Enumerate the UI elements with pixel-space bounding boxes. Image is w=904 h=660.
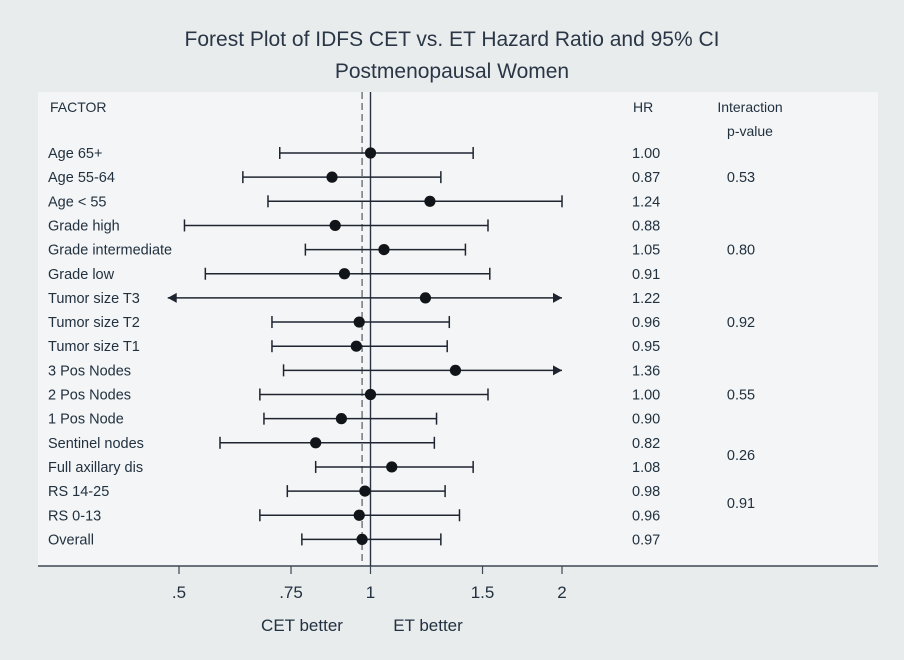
hr-value: 0.91 xyxy=(632,267,660,283)
factor-label: 1 Pos Node xyxy=(48,412,124,428)
factor-label: Age 65+ xyxy=(48,146,102,162)
factor-label: 2 Pos Nodes xyxy=(48,388,131,404)
hr-value: 1.00 xyxy=(632,388,660,404)
factor-label: 3 Pos Nodes xyxy=(48,363,131,379)
hr-value: 0.96 xyxy=(632,508,660,524)
hr-point xyxy=(386,461,398,473)
factor-label: Grade low xyxy=(48,267,115,283)
hr-value: 0.82 xyxy=(632,436,660,452)
x-tick-label: 2 xyxy=(557,583,566,602)
factor-label: Tumor size T2 xyxy=(48,315,140,331)
hr-point xyxy=(353,509,365,521)
hr-point xyxy=(419,292,432,304)
hr-point xyxy=(335,413,347,425)
hr-point xyxy=(364,388,377,401)
header-factor: FACTOR xyxy=(50,99,107,115)
hr-value: 0.97 xyxy=(632,532,660,548)
hr-value: 1.00 xyxy=(632,146,660,162)
hr-point xyxy=(378,244,390,256)
interaction-p-value: 0.26 xyxy=(727,448,755,464)
hr-point xyxy=(353,316,365,328)
hr-value: 0.90 xyxy=(632,412,660,428)
ci-arrow-left xyxy=(167,292,177,303)
hr-value: 1.05 xyxy=(632,243,660,259)
header-interaction: Interaction xyxy=(717,99,782,115)
factor-label: Age 55-64 xyxy=(48,170,115,186)
hr-point xyxy=(350,340,362,352)
ci-arrow-right xyxy=(553,365,562,376)
factor-label: Sentinel nodes xyxy=(48,436,144,452)
factor-label: Full axillary dis xyxy=(48,460,143,476)
interaction-p-value: 0.91 xyxy=(727,496,755,512)
factor-label: Grade high xyxy=(48,218,120,234)
x-tick-label: .5 xyxy=(172,583,186,602)
chart-subtitle: Postmenopausal Women xyxy=(334,60,570,83)
interaction-p-value: 0.92 xyxy=(727,315,755,331)
factor-label: Age < 55 xyxy=(48,194,106,210)
plot-panel xyxy=(38,92,878,566)
hr-point xyxy=(338,268,351,280)
hr-point xyxy=(359,485,371,497)
header-hr: HR xyxy=(633,99,653,115)
chart-title: Forest Plot of IDFS CET vs. ET Hazard Ra… xyxy=(184,28,720,51)
xlabel-cet-better: CET better xyxy=(261,616,343,635)
hr-point xyxy=(424,195,436,207)
hr-point xyxy=(356,533,368,546)
hr-point xyxy=(310,437,322,449)
xlabel-et-better: ET better xyxy=(393,616,463,635)
ci-arrow-right xyxy=(553,292,562,303)
interaction-p-value: 0.53 xyxy=(727,170,755,186)
x-tick-label: 1.5 xyxy=(471,583,495,602)
hr-point xyxy=(364,147,377,159)
factor-label: Overall xyxy=(48,532,94,548)
hr-value: 0.87 xyxy=(632,170,660,186)
x-tick-label: .75 xyxy=(279,583,303,602)
hr-point xyxy=(329,219,341,232)
hr-value: 0.95 xyxy=(632,339,660,355)
header-p-value: p-value xyxy=(727,123,773,139)
hr-value: 1.22 xyxy=(632,291,660,307)
hr-value: 0.88 xyxy=(632,218,660,234)
hr-value: 1.24 xyxy=(632,194,660,210)
hr-point xyxy=(326,171,338,183)
factor-label: RS 0-13 xyxy=(48,508,101,524)
hr-value: 1.36 xyxy=(632,363,660,379)
factor-label: Grade intermediate xyxy=(48,243,172,259)
hr-value: 0.96 xyxy=(632,315,660,331)
factor-label: Tumor size T3 xyxy=(48,291,140,307)
factor-label: Tumor size T1 xyxy=(48,339,140,355)
factor-label: RS 14-25 xyxy=(48,484,109,500)
x-tick-label: 1 xyxy=(366,583,375,602)
hr-value: 0.98 xyxy=(632,484,660,500)
hr-value: 1.08 xyxy=(632,460,660,476)
interaction-p-value: 0.80 xyxy=(727,243,755,259)
interaction-p-value: 0.55 xyxy=(727,388,755,404)
hr-point xyxy=(449,364,462,376)
